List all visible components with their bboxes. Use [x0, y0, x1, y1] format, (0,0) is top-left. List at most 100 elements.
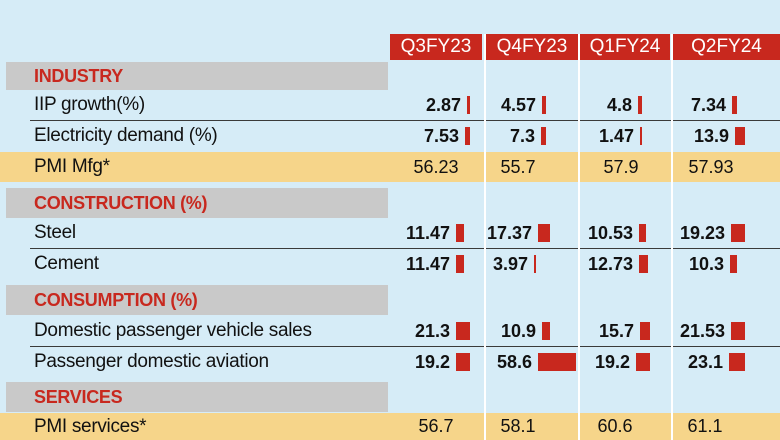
- column-divider: [484, 34, 486, 440]
- value-cell: 55.7: [486, 152, 550, 182]
- value: 10.53: [587, 222, 633, 243]
- value-cell: 7.53: [390, 121, 470, 151]
- table-row: Steel 11.47 17.37 10.53 19.23: [0, 218, 780, 248]
- value: 15.7: [598, 320, 634, 341]
- row-divider: [30, 346, 780, 347]
- table-row: Electricity demand (%) 7.53 7.3 1.47 13.…: [0, 121, 780, 151]
- value: 7.53: [423, 125, 459, 146]
- row-label: Cement: [34, 253, 99, 274]
- value-cell: 19.23: [673, 218, 745, 248]
- value-cell: 11.47: [390, 249, 464, 279]
- value: 19.23: [679, 222, 725, 243]
- value-bar: [542, 322, 550, 340]
- value-cell: 12.73: [580, 249, 648, 279]
- value-cell: 57.93: [673, 152, 749, 182]
- value: 56.7: [418, 416, 454, 436]
- value: 56.23: [413, 156, 459, 177]
- value: 11.47: [405, 253, 450, 274]
- value: 55.7: [500, 156, 536, 177]
- value-cell: 10.9: [486, 316, 550, 346]
- value-cell: 1.47: [580, 121, 642, 151]
- value-cell: 23.1: [673, 347, 745, 377]
- value-cell: 21.53: [673, 316, 745, 346]
- value: 3.97: [492, 253, 528, 274]
- value-cell: 15.7: [580, 316, 650, 346]
- value-cell: 4.57: [486, 90, 546, 120]
- value: 21.3: [414, 320, 450, 341]
- row-divider: [30, 248, 780, 249]
- value-bar: [467, 96, 470, 114]
- value-cell: 7.34: [673, 90, 737, 120]
- value-bar: [538, 224, 550, 242]
- value-bar: [639, 255, 648, 273]
- value: 23.1: [687, 351, 723, 372]
- row-label: IIP growth(%): [34, 94, 145, 115]
- value-cell: 21.3: [390, 316, 470, 346]
- value: 19.2: [594, 351, 630, 372]
- value-bar: [730, 255, 737, 273]
- col-header-q2fy24: Q2FY24: [673, 34, 780, 60]
- value: 17.37: [486, 222, 532, 243]
- col-header-q4fy23: Q4FY23: [486, 34, 578, 60]
- value-cell: 58.1: [486, 413, 550, 440]
- table-row-highlight: PMI services* 56.7 58.1 60.6 61.1: [0, 413, 780, 440]
- value: 61.1: [687, 416, 723, 436]
- value-cell: 58.6: [486, 347, 576, 377]
- section-title: INDUSTRY: [6, 62, 388, 90]
- value-cell: 3.97: [486, 249, 536, 279]
- value: 10.3: [688, 253, 724, 274]
- value-cell: 10.53: [580, 218, 646, 248]
- row-label: Passenger domestic aviation: [34, 351, 269, 372]
- value: 13.9: [693, 125, 729, 146]
- value-cell: 57.9: [580, 152, 662, 182]
- row-label: Domestic passenger vehicle sales: [34, 320, 312, 341]
- row-label: PMI Mfg*: [34, 156, 110, 177]
- section-title: CONSTRUCTION (%): [6, 188, 388, 218]
- value: 58.6: [496, 351, 532, 372]
- table-row: IIP growth(%) 2.87 4.57 4.8 7.34: [0, 90, 780, 120]
- value-bar: [534, 255, 536, 273]
- value: 12.73: [587, 253, 633, 274]
- value-cell: 7.3: [486, 121, 546, 151]
- row-label: PMI services*: [34, 415, 147, 437]
- row-label: Steel: [34, 222, 76, 243]
- value: 4.8: [606, 94, 632, 115]
- section-title: SERVICES: [6, 382, 388, 412]
- value-bar: [639, 224, 646, 242]
- value-bar: [729, 353, 745, 371]
- value-bar: [456, 353, 470, 371]
- value-bar: [541, 127, 546, 145]
- value-cell: 61.1: [673, 413, 737, 440]
- table-row: Cement 11.47 3.97 12.73 10.3: [0, 249, 780, 279]
- value-bar: [456, 224, 464, 242]
- value: 4.57: [500, 94, 536, 115]
- section-services: SERVICES: [0, 382, 780, 412]
- column-divider: [578, 34, 580, 440]
- row-divider: [30, 120, 780, 121]
- top-strip: [0, 0, 780, 28]
- table-row: Passenger domestic aviation 19.2 58.6 19…: [0, 347, 780, 377]
- value: 19.2: [414, 351, 450, 372]
- value-cell: 19.2: [390, 347, 470, 377]
- value: 1.47: [598, 125, 634, 146]
- value: 57.9: [603, 156, 639, 177]
- value-bar: [735, 127, 745, 145]
- value: 11.47: [405, 222, 450, 243]
- value-bar: [636, 353, 650, 371]
- value: 57.93: [688, 156, 734, 177]
- value-cell: 13.9: [673, 121, 745, 151]
- value-cell: 19.2: [580, 347, 650, 377]
- value-bar: [465, 127, 470, 145]
- value: 60.6: [597, 416, 633, 436]
- table-row: Domestic passenger vehicle sales 21.3 10…: [0, 316, 780, 346]
- value-cell: 56.7: [390, 413, 482, 440]
- value-bar: [731, 322, 745, 340]
- value: 7.34: [690, 94, 726, 115]
- section-industry: INDUSTRY: [0, 62, 780, 90]
- value: 10.9: [500, 320, 536, 341]
- value-cell: 11.47: [390, 218, 464, 248]
- value-bar: [456, 255, 464, 273]
- value: 7.3: [509, 125, 535, 146]
- value-cell: 10.3: [673, 249, 737, 279]
